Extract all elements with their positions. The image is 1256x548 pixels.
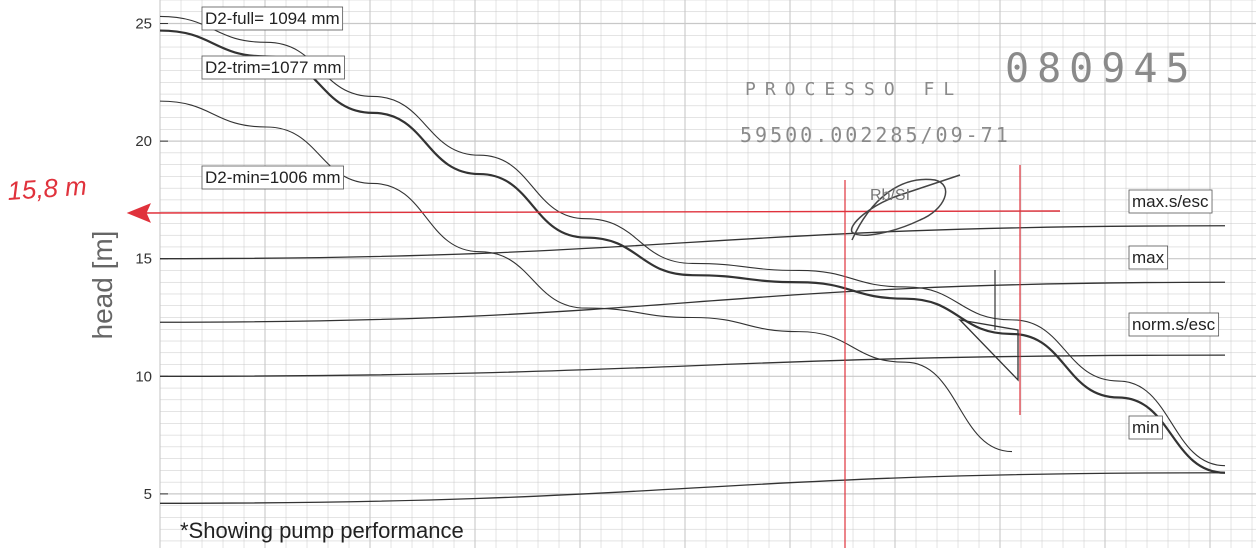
series-label-4: max.s/esc xyxy=(1128,189,1213,214)
stamp-line-1: PROCESSO FL xyxy=(745,79,963,100)
y-tick-label: 5 xyxy=(144,486,152,503)
series-line-5 xyxy=(159,281,1226,323)
y-tick-label: 20 xyxy=(135,133,152,150)
series-label-text: D2-min=1006 mm xyxy=(205,168,341,187)
chart-series xyxy=(159,15,1226,504)
handwritten-markup: 15,8 m xyxy=(6,165,1061,548)
y-axis-ticks: 5 10 15 20 25 xyxy=(135,16,168,503)
y-tick-label: 25 xyxy=(135,16,152,33)
series-line-7 xyxy=(159,472,1226,504)
series-label-6: norm.s/esc xyxy=(1128,312,1220,337)
y-tick-label: 15 xyxy=(135,251,152,268)
series-labels: D2-full= 1094 mm D2-trim=1077 mm D2-min=10… xyxy=(201,6,1220,440)
series-label-text: norm.s/esc xyxy=(1132,315,1216,334)
handwritten-head-note: 15,8 m xyxy=(6,171,87,206)
series-label-2: D2-trim=1077 mm xyxy=(201,55,345,80)
series-line-2 xyxy=(159,29,1226,474)
red-arrow-icon xyxy=(126,203,151,223)
stamp-line-2: 59500.002285/09-71 xyxy=(740,123,1011,147)
handwritten-scribble-icon xyxy=(850,174,961,241)
triangle-mark-icon xyxy=(958,319,1019,382)
y-axis-label: head [m] xyxy=(87,231,118,340)
series-line-3 xyxy=(159,100,1013,453)
y-tick-label: 10 xyxy=(135,368,152,385)
curve-annotation-marks xyxy=(958,270,1019,382)
series-label-7: min xyxy=(1128,415,1163,440)
series-label-text: min xyxy=(1132,418,1159,437)
chart-grid xyxy=(159,0,1256,548)
series-line-4 xyxy=(159,225,1226,260)
series-label-1: D2-full= 1094 mm xyxy=(201,6,344,31)
series-label-5: max xyxy=(1128,245,1169,270)
stamp-number: 080945 xyxy=(1005,46,1198,92)
stamp-initials: Rb/SI xyxy=(870,187,910,204)
chart-footnote: *Showing pump performance xyxy=(180,518,464,543)
series-label-text: D2-full= 1094 mm xyxy=(205,9,340,28)
red-head-line xyxy=(141,210,1061,214)
series-label-text: max xyxy=(1132,248,1165,267)
series-label-3: D2-min=1006 mm xyxy=(201,165,344,190)
series-label-text: max.s/esc xyxy=(1132,192,1209,211)
series-line-1 xyxy=(159,15,1226,467)
document-stamp: 080945 PROCESSO FL 59500.002285/09-71 Rb… xyxy=(740,46,1198,241)
series-label-text: D2-trim=1077 mm xyxy=(205,58,342,77)
series-line-6 xyxy=(159,354,1226,377)
